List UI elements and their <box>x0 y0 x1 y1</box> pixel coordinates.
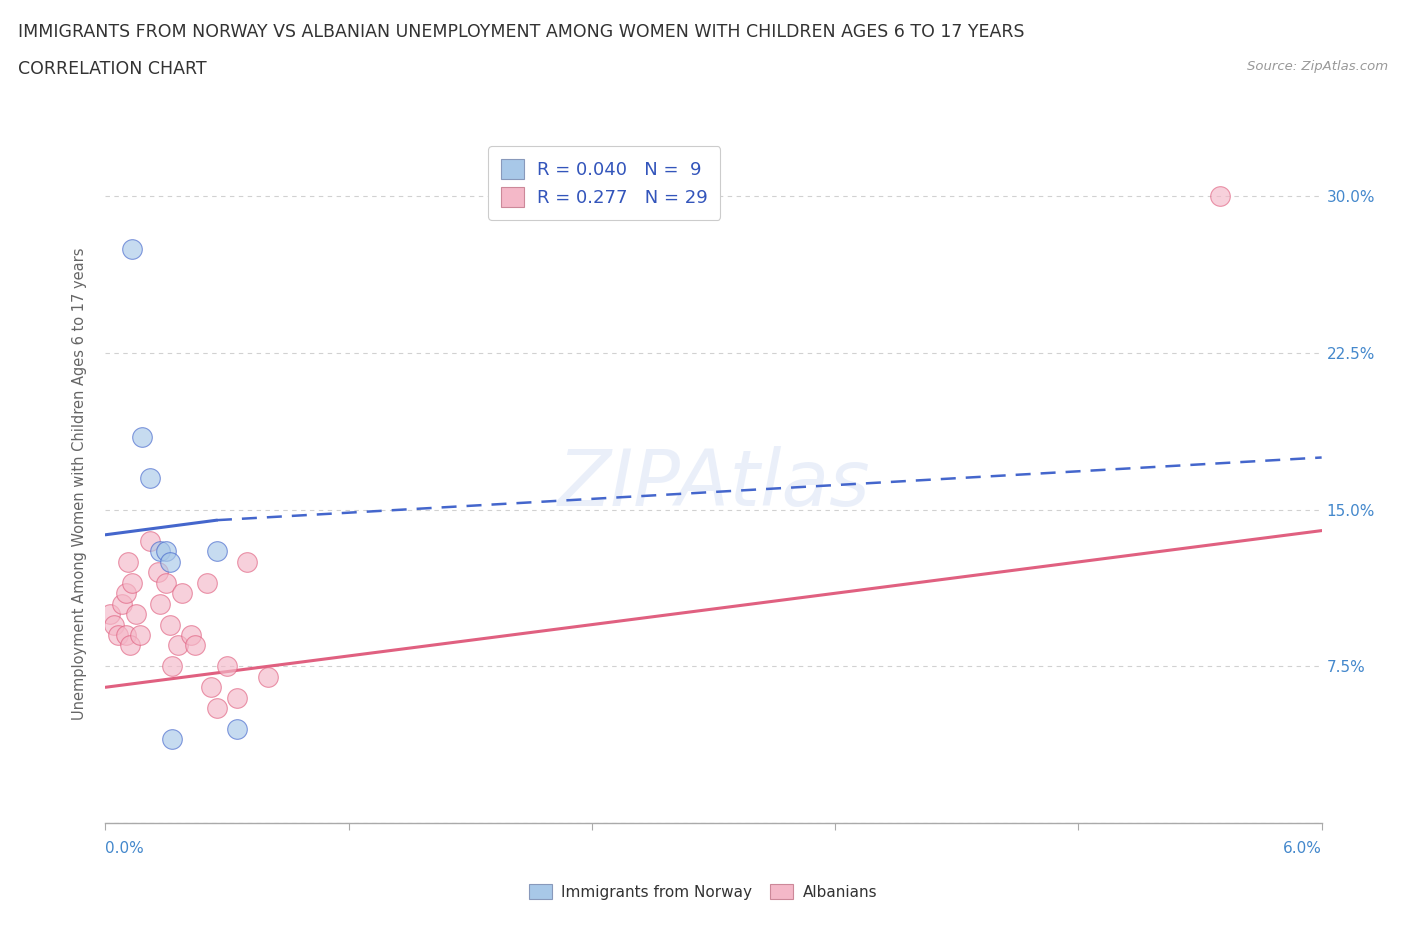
Point <box>149 596 172 611</box>
Point <box>118 638 141 653</box>
Point <box>183 638 205 653</box>
Point <box>111 596 134 611</box>
Point <box>172 586 194 601</box>
Point <box>117 554 139 569</box>
Text: IMMIGRANTS FROM NORWAY VS ALBANIAN UNEMPLOYMENT AMONG WOMEN WITH CHILDREN AGES 6: IMMIGRANTS FROM NORWAY VS ALBANIAN UNEMP… <box>18 23 1025 41</box>
Point <box>114 586 136 601</box>
Text: 0.0%: 0.0% <box>105 841 145 856</box>
Point <box>256 670 278 684</box>
Point <box>162 732 184 747</box>
Point <box>195 576 218 591</box>
Text: ZIPAtlas: ZIPAtlas <box>557 445 870 522</box>
Point <box>205 700 228 715</box>
Point <box>200 680 222 695</box>
Point <box>114 628 136 643</box>
Legend: R = 0.040   N =  9, R = 0.277   N = 29: R = 0.040 N = 9, R = 0.277 N = 29 <box>488 146 720 219</box>
Point <box>155 576 177 591</box>
Point <box>103 618 125 632</box>
Point <box>159 618 181 632</box>
Y-axis label: Unemployment Among Women with Children Ages 6 to 17 years: Unemployment Among Women with Children A… <box>72 247 87 720</box>
Point <box>139 534 162 549</box>
Point <box>155 544 177 559</box>
Text: CORRELATION CHART: CORRELATION CHART <box>18 60 207 78</box>
Point <box>107 628 129 643</box>
Point <box>131 429 153 444</box>
Point <box>146 565 169 579</box>
Point <box>129 628 152 643</box>
Point <box>226 722 249 737</box>
Point <box>162 659 184 674</box>
Legend: Immigrants from Norway, Albanians: Immigrants from Norway, Albanians <box>523 877 883 906</box>
Point <box>1209 189 1232 204</box>
Point <box>236 554 259 569</box>
Point <box>167 638 190 653</box>
Point <box>149 544 172 559</box>
Point <box>125 606 148 621</box>
Point <box>139 471 162 485</box>
Point <box>121 241 143 256</box>
Point <box>159 554 181 569</box>
Text: 6.0%: 6.0% <box>1282 841 1322 856</box>
Point <box>217 659 239 674</box>
Point <box>121 576 143 591</box>
Point <box>226 690 249 705</box>
Point <box>180 628 202 643</box>
Point <box>98 606 121 621</box>
Point <box>205 544 228 559</box>
Text: Source: ZipAtlas.com: Source: ZipAtlas.com <box>1247 60 1388 73</box>
